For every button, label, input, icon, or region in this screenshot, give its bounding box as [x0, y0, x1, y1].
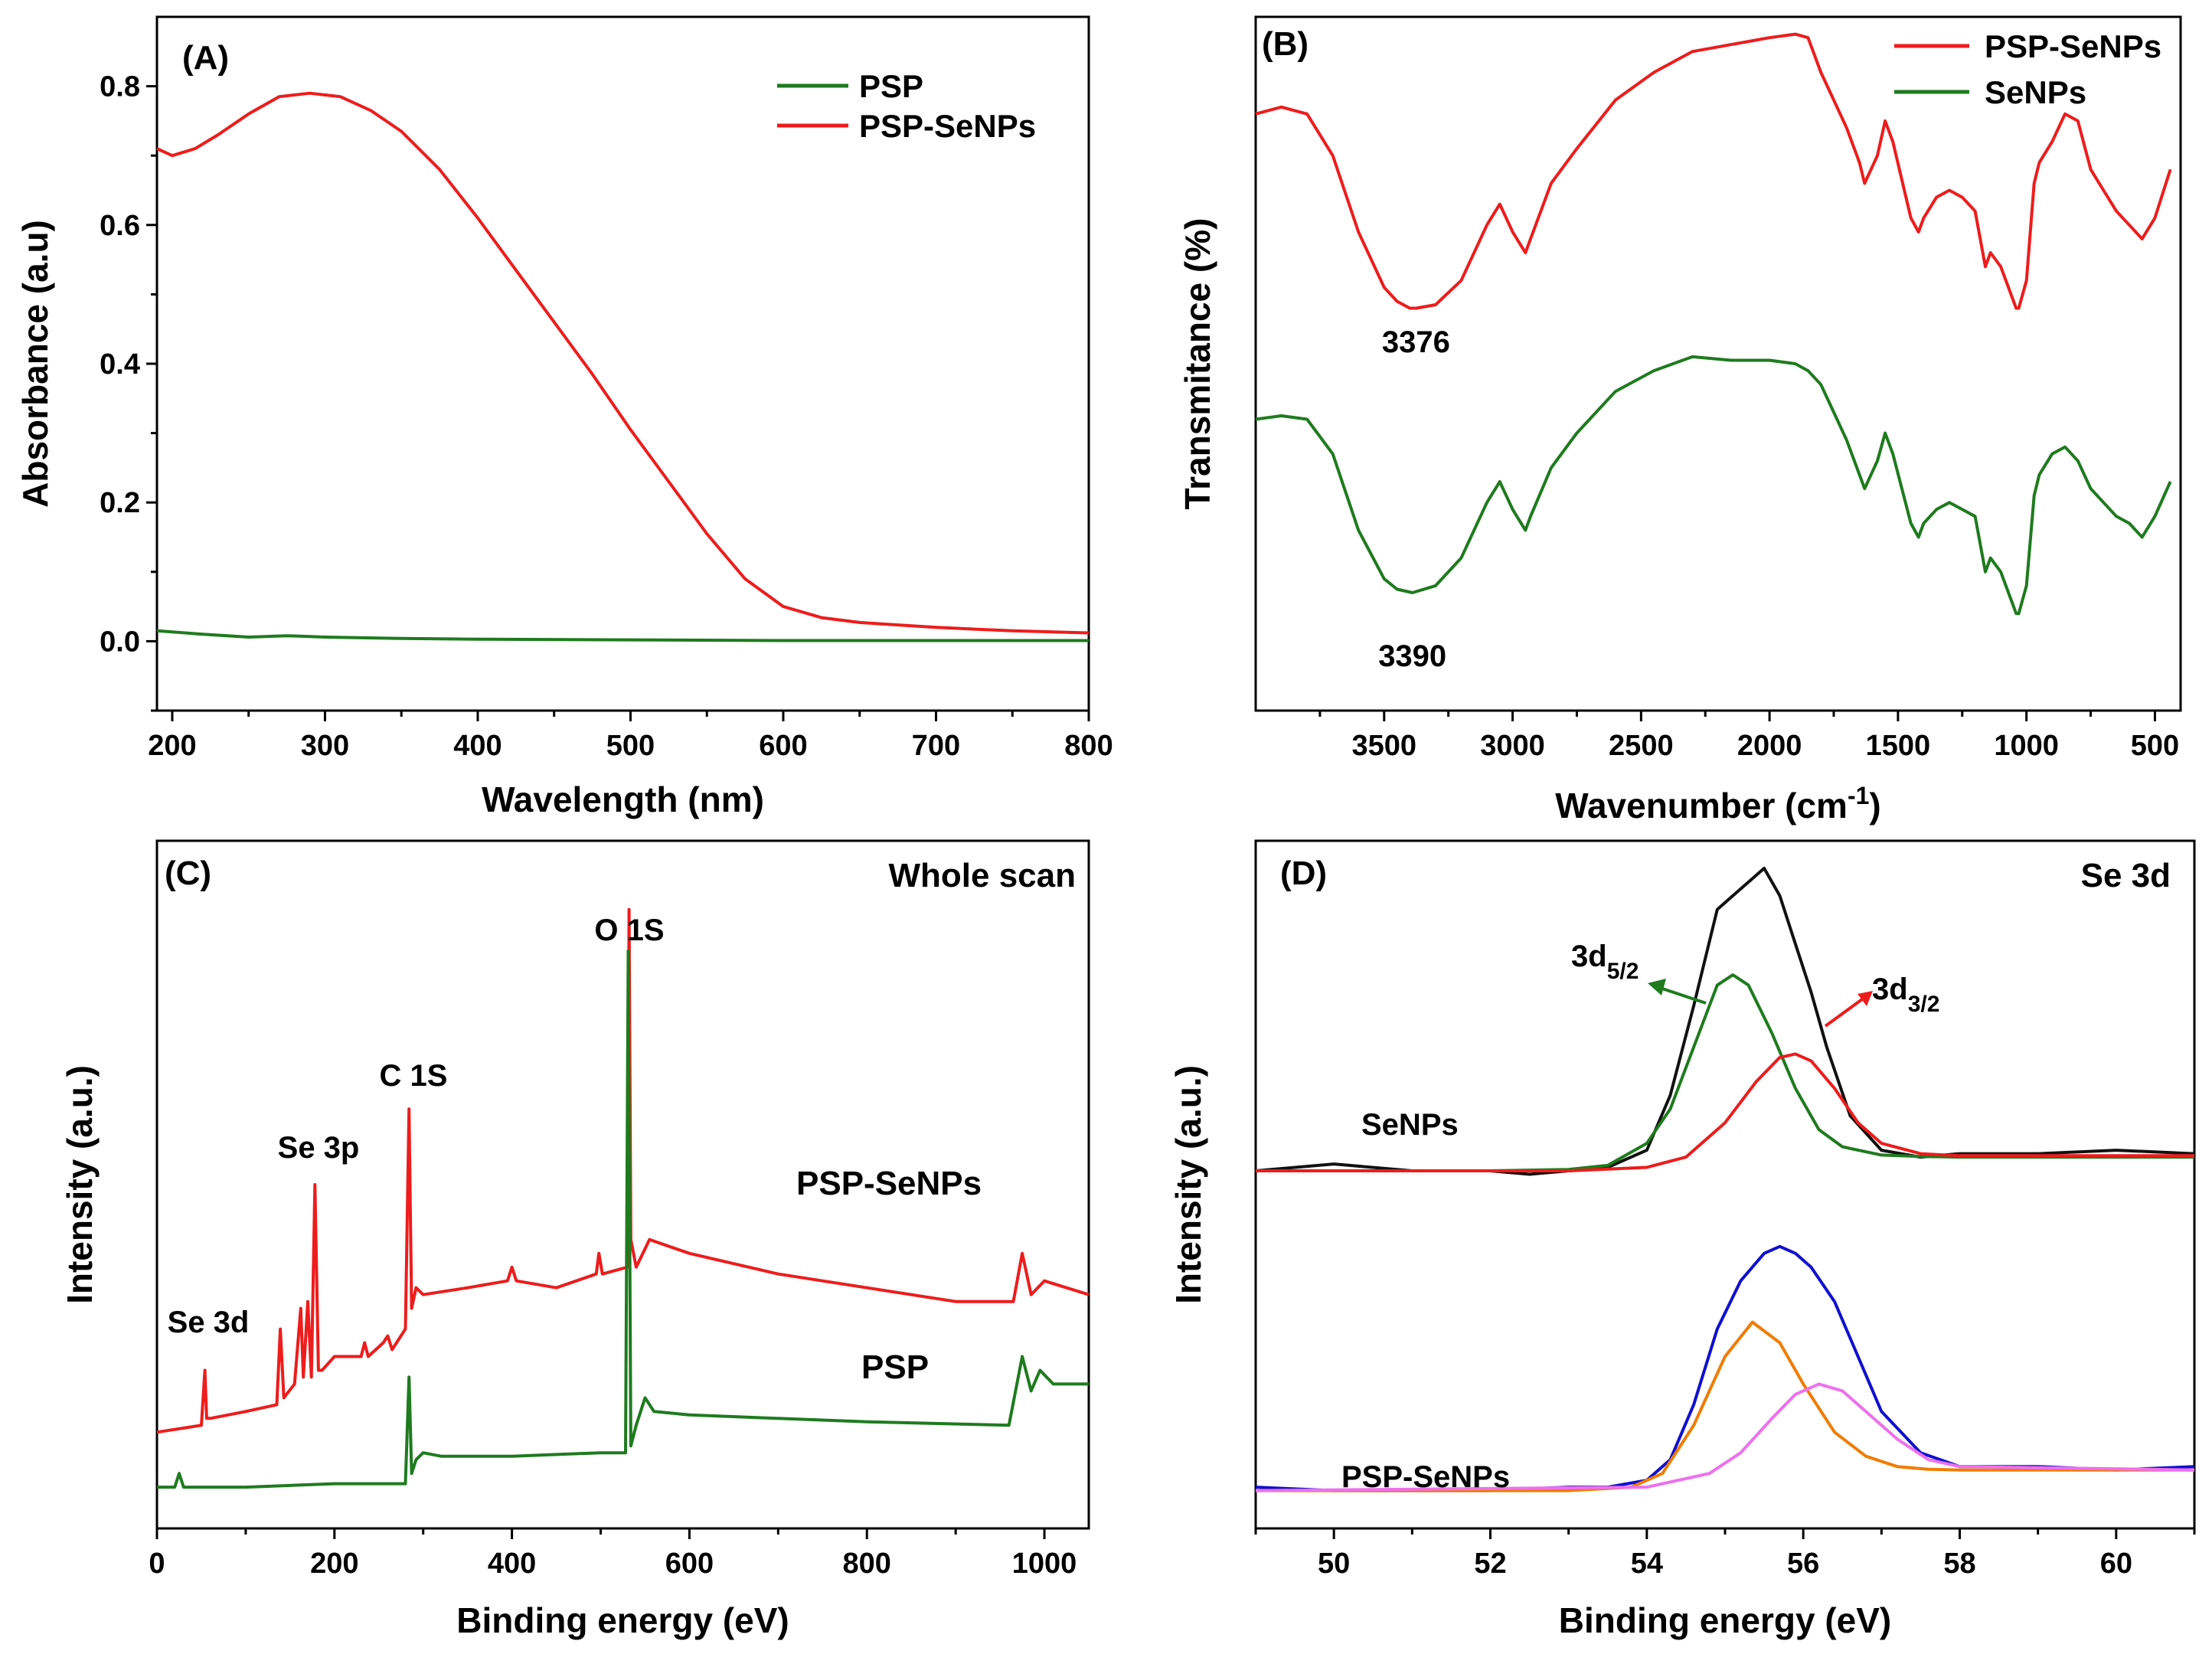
x-tick-label: 800 — [843, 1548, 891, 1580]
series-label-senps: SeNPs — [1361, 1108, 1459, 1142]
arrowhead-3d52 — [1648, 979, 1666, 995]
x-tick-label: 1500 — [1866, 730, 1931, 762]
arrowhead-3d32 — [1857, 991, 1873, 1006]
plot-frame — [1254, 839, 2196, 1530]
panel-label: (C) — [165, 855, 211, 892]
arrow-3d52 — [1659, 986, 1707, 1005]
x-tick-label: 200 — [310, 1548, 358, 1580]
x-tick-label: 400 — [453, 730, 502, 762]
x-tick-label: 3500 — [1352, 730, 1417, 762]
panel-title: Whole scan — [889, 857, 1077, 894]
x-tick-label: 58 — [1943, 1548, 1975, 1580]
x-axis-label: Binding energy (eV) — [456, 1600, 789, 1640]
legend-label: PSP-SeNPs — [1985, 28, 2161, 64]
arrow-3d32 — [1824, 998, 1864, 1028]
series-label-psp-senps: PSP-SeNPs — [1341, 1460, 1510, 1494]
y-axis-label: Absorbance (a.u) — [15, 220, 55, 508]
y-axis-label: Transmitance (%) — [1178, 218, 1217, 510]
x-tick-label: 3000 — [1480, 730, 1545, 762]
peak-annotation-3390: 3390 — [1378, 639, 1446, 673]
x-tick-label: 50 — [1318, 1548, 1350, 1580]
series-psp-senps-raw — [1255, 1244, 2195, 1492]
peak-annotation-se3d: Se 3d — [168, 1306, 250, 1339]
y-axis-label: Intensity (a.u.) — [60, 1065, 100, 1304]
x-tick-label: 800 — [1064, 730, 1113, 762]
panel-a: 200 300 400 500 600 700 800 0.0 0.2 0.4 0.6 0.8 (A) W… — [15, 15, 1113, 819]
plot-frame — [1254, 15, 2182, 712]
x-tick-label: 1000 — [1994, 730, 2059, 762]
panel-label: (A) — [182, 39, 229, 77]
x-tick-label: 600 — [665, 1548, 714, 1580]
x-tick-label: 2500 — [1609, 730, 1674, 762]
x-tick-label: 0 — [149, 1548, 165, 1580]
series-3d5-2-fit — [1256, 973, 2194, 1172]
legend-label: SeNPs — [1985, 74, 2086, 110]
x-tick-label: 60 — [2100, 1548, 2132, 1580]
x-tick-label: 52 — [1474, 1548, 1506, 1580]
x-tick-label: 500 — [606, 730, 655, 762]
x-tick-label: 600 — [759, 730, 807, 762]
annotation-3d52: 3d5/2 — [1571, 940, 1639, 984]
panel-c: 0 200 400 600 800 1000 (C) Whole scan Binding en… — [60, 839, 1090, 1640]
x-axis-label: Binding energy (eV) — [1559, 1600, 1891, 1640]
series-label-psp: PSP — [861, 1348, 929, 1386]
y-tick-label: 0.6 — [100, 210, 140, 242]
x-tick-label: 300 — [301, 730, 349, 762]
series-3d3-2-fit — [1256, 1052, 2194, 1172]
legend-label: PSP-SeNPs — [859, 108, 1036, 144]
panel-d: 50 52 54 56 58 60 (D) Se 3d Binding energy (eV) I… — [1168, 839, 2196, 1640]
x-tick-label: 200 — [148, 730, 196, 762]
peak-annotation-3376: 3376 — [1382, 325, 1450, 359]
plot-frame — [155, 839, 1090, 1530]
panel-label: (B) — [1262, 25, 1309, 63]
panel-b: 3500 3000 2500 2000 1500 1000 500 (B) Wavenumber… — [1178, 15, 2182, 825]
series-psp-senps — [1255, 32, 2172, 310]
series-label-psp-senps: PSP-SeNPs — [796, 1165, 982, 1202]
panel-title: Se 3d — [2081, 857, 2171, 894]
x-tick-label: 56 — [1787, 1548, 1819, 1580]
x-tick-label: 500 — [2131, 730, 2179, 762]
peak-annotation-o1s: O 1S — [594, 914, 664, 947]
series-psp-senps — [156, 907, 1090, 1434]
x-axis-label: Wavenumber (cm-1) — [1555, 782, 1881, 825]
y-tick-label: 0.8 — [100, 71, 140, 103]
x-axis-label: Wavelength (nm) — [482, 780, 764, 819]
series-psp-senps — [156, 91, 1090, 635]
x-tick-label: 1000 — [1012, 1548, 1077, 1580]
peak-annotation-c1s: C 1S — [380, 1059, 448, 1093]
x-tick-label: 54 — [1631, 1548, 1663, 1580]
y-tick-label: 0.4 — [100, 348, 140, 381]
series-psp — [156, 629, 1089, 642]
x-tick-label: 400 — [488, 1548, 536, 1580]
y-tick-label: 0.2 — [100, 487, 140, 519]
series-fit-1 — [1256, 1320, 2194, 1492]
x-tick-label: 700 — [912, 730, 960, 762]
y-axis-label: Intensity (a.u.) — [1168, 1065, 1208, 1304]
series-senps — [1255, 355, 2172, 616]
series-psp — [157, 949, 1089, 1489]
legend-label: PSP — [859, 68, 923, 104]
annotation-3d32: 3d3/2 — [1872, 972, 1939, 1017]
y-tick-label: 0.0 — [100, 626, 140, 658]
panel-label: (D) — [1280, 855, 1327, 892]
x-tick-label: 2000 — [1737, 730, 1802, 762]
series-fit-2 — [1255, 1382, 2195, 1492]
peak-annotation-se3p: Se 3p — [278, 1131, 360, 1165]
